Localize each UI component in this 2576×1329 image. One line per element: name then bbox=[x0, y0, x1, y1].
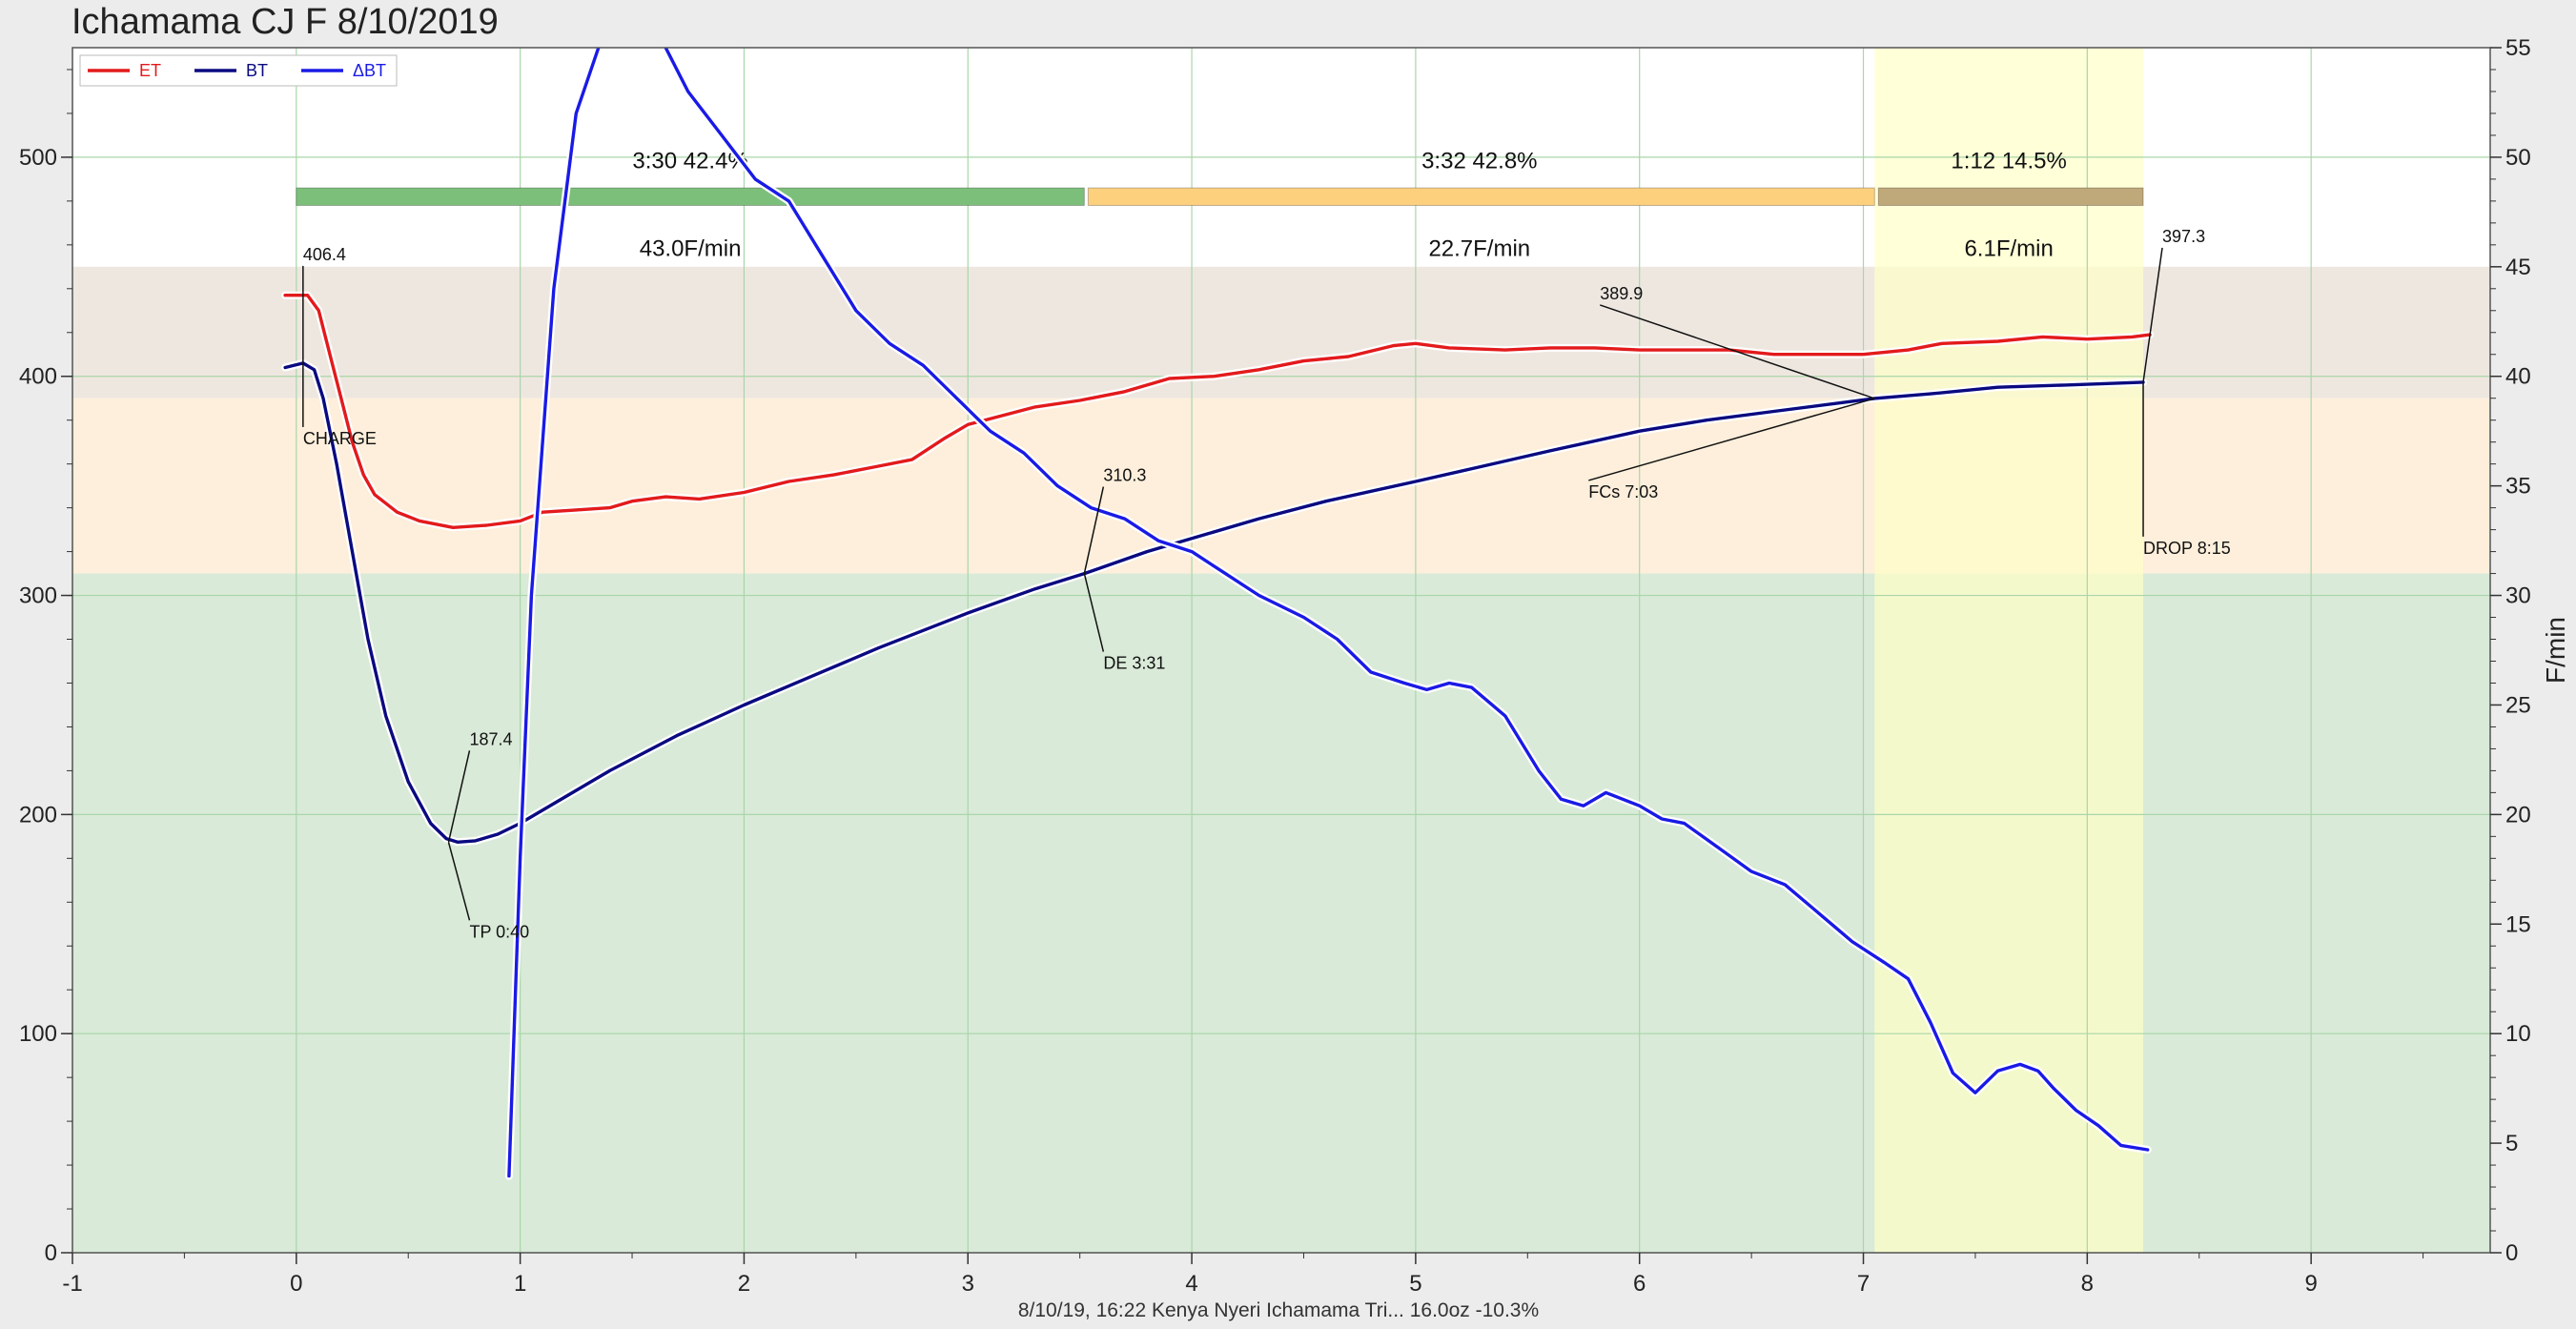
legend-label: BT bbox=[246, 61, 268, 80]
y2-tick-label: 45 bbox=[2505, 255, 2531, 280]
phase-rate-label: 43.0F/min bbox=[640, 235, 742, 261]
y2-tick-label: 10 bbox=[2505, 1021, 2531, 1047]
footer-text: 8/10/19, 16:22 Kenya Nyeri Ichamama Tri.… bbox=[1018, 1299, 1539, 1321]
y-tick-label: 100 bbox=[19, 1021, 57, 1047]
annotation-event-label: CHARGE bbox=[303, 429, 377, 448]
legend-box bbox=[79, 54, 398, 87]
x-tick-label: 1 bbox=[514, 1271, 526, 1297]
annotation-leader bbox=[1083, 486, 1105, 574]
y2-tick-label: 15 bbox=[2505, 911, 2531, 937]
y2-tick-label: 55 bbox=[2505, 35, 2531, 61]
plot-frame bbox=[72, 47, 2491, 1254]
y2-axis-label: F/min bbox=[2541, 617, 2570, 684]
legend-label: ET bbox=[139, 61, 161, 80]
x-tick-label: 4 bbox=[1185, 1271, 1197, 1297]
annotation-leader bbox=[1588, 398, 1875, 481]
x-tick-label: 2 bbox=[738, 1271, 750, 1297]
y2-tick-label: 0 bbox=[2505, 1240, 2518, 1266]
annotation-event-label: TP 0:40 bbox=[469, 922, 529, 941]
y-tick-label: 200 bbox=[19, 802, 57, 828]
annotation-value: 406.4 bbox=[303, 245, 346, 264]
chart-title: Ichamama CJ F 8/10/2019 bbox=[72, 2, 499, 42]
series-line-bt bbox=[507, 48, 2150, 1178]
annotation-value: 310.3 bbox=[1103, 466, 1146, 485]
y-tick-label: 500 bbox=[19, 145, 57, 171]
phase-rate-label: 22.7F/min bbox=[1428, 235, 1530, 261]
x-tick-label: 5 bbox=[1409, 1271, 1421, 1297]
annotation-value: 397.3 bbox=[2162, 227, 2205, 246]
y2-tick-label: 5 bbox=[2505, 1131, 2518, 1156]
phase-duration-label: 1:12 14.5% bbox=[1951, 148, 2066, 174]
x-tick-label: 0 bbox=[290, 1271, 302, 1297]
phase-bar bbox=[1877, 187, 2144, 206]
annotation-leader bbox=[1083, 573, 1105, 652]
annotation-value: 187.4 bbox=[469, 729, 512, 748]
phase-bar bbox=[1087, 187, 1875, 206]
y2-tick-label: 30 bbox=[2505, 583, 2531, 609]
y2-tick-label: 35 bbox=[2505, 474, 2531, 500]
y2-tick-label: 50 bbox=[2505, 145, 2531, 171]
phase-duration-label: 3:32 42.8% bbox=[1421, 148, 1537, 174]
x-tick-label: -1 bbox=[62, 1271, 82, 1297]
y-tick-label: 400 bbox=[19, 364, 57, 390]
x-tick-label: 6 bbox=[1633, 1271, 1646, 1297]
annotation-event-label: FCs 7:03 bbox=[1588, 482, 1658, 501]
x-tick-label: 3 bbox=[962, 1271, 974, 1297]
x-tick-label: 7 bbox=[1857, 1271, 1870, 1297]
annotation-event-label: DROP 8:15 bbox=[2143, 539, 2231, 558]
annotation-leader bbox=[2142, 247, 2163, 383]
series-line-et bbox=[283, 294, 2152, 529]
y2-tick-label: 20 bbox=[2505, 802, 2531, 828]
series-line-bt bbox=[283, 361, 2145, 844]
y2-tick-label: 40 bbox=[2505, 364, 2531, 390]
y2-tick-label: 25 bbox=[2505, 692, 2531, 718]
annotation-leader bbox=[447, 750, 471, 843]
annotation-event-label: DE 3:31 bbox=[1103, 654, 1165, 673]
phase-rate-label: 6.1F/min bbox=[1964, 235, 2053, 261]
annotation-leader bbox=[1600, 304, 1875, 399]
annotation-leader bbox=[447, 842, 471, 921]
phase-bar bbox=[296, 187, 1085, 206]
y-tick-label: 300 bbox=[19, 583, 57, 609]
x-tick-label: 9 bbox=[2304, 1271, 2317, 1297]
legend-label: ΔBT bbox=[353, 61, 386, 80]
x-tick-label: 8 bbox=[2081, 1271, 2094, 1297]
annotation-value: 389.9 bbox=[1600, 284, 1643, 303]
development-band bbox=[1874, 48, 2144, 1253]
phase-duration-label: 3:30 42.4% bbox=[632, 148, 747, 174]
y-tick-label: 0 bbox=[45, 1240, 57, 1266]
